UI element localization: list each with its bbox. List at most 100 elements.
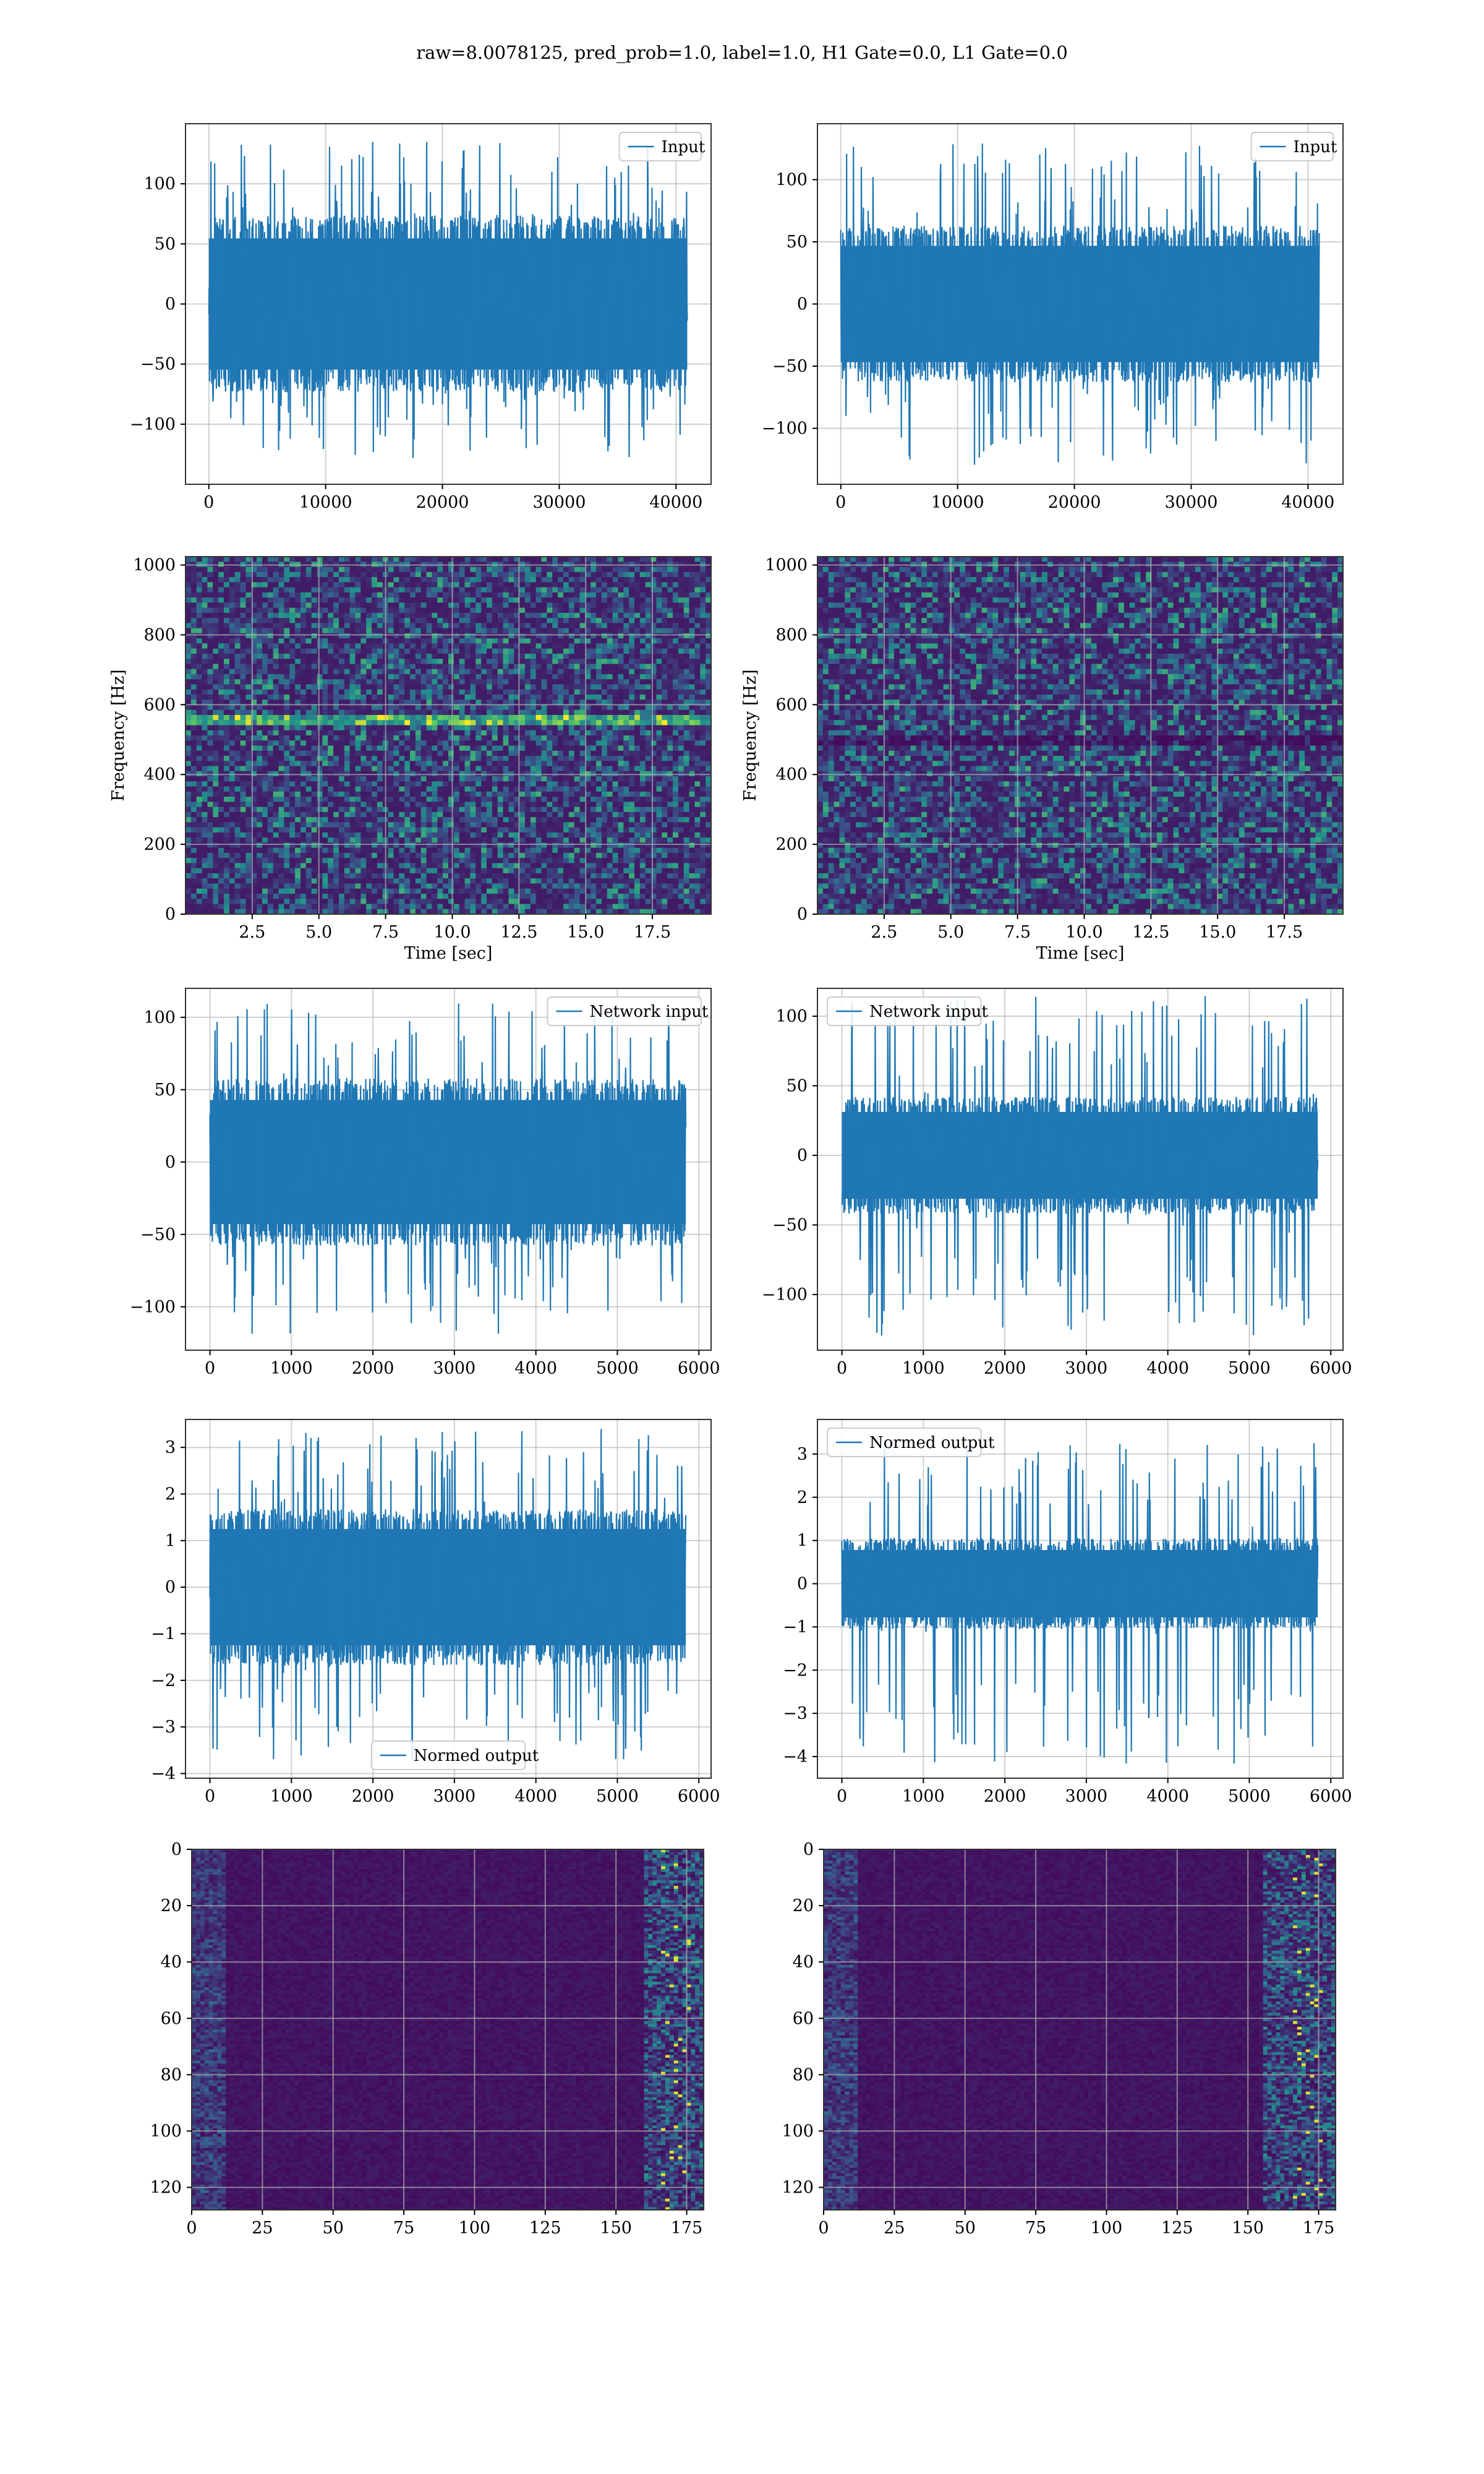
heatmap-cell xyxy=(420,776,427,782)
heatmap-cell xyxy=(404,700,411,706)
heatmap-cell xyxy=(344,735,351,741)
heatmap-cell xyxy=(229,577,236,583)
heatmap-cell xyxy=(393,714,399,721)
heatmap-cell xyxy=(481,740,487,747)
heatmap-cell xyxy=(601,557,608,562)
heatmap-cell xyxy=(514,628,520,634)
heatmap-cell xyxy=(443,597,449,603)
heatmap-cell xyxy=(541,740,547,747)
heatmap-cell xyxy=(251,694,257,700)
heatmap-cell xyxy=(317,776,323,782)
heatmap-cell xyxy=(508,577,514,583)
heatmap-cell xyxy=(579,623,586,629)
heatmap-cell xyxy=(481,577,487,583)
heatmap-cell xyxy=(311,582,318,588)
heatmap-cell xyxy=(251,623,257,629)
heatmap-cell xyxy=(366,797,372,802)
heatmap-cell xyxy=(432,811,438,818)
heatmap-cell xyxy=(596,602,602,609)
heatmap-cell xyxy=(700,597,706,603)
heatmap-cell xyxy=(355,653,361,659)
heatmap-cell xyxy=(273,669,279,675)
heatmap-cell xyxy=(190,709,197,716)
heatmap-cell xyxy=(426,694,433,700)
heatmap-cell xyxy=(207,786,213,792)
heatmap-cell xyxy=(706,597,711,603)
heatmap-cell xyxy=(202,643,208,649)
heatmap-cell xyxy=(535,571,542,578)
heatmap-cell xyxy=(459,714,466,721)
heatmap-cell xyxy=(470,571,476,578)
heatmap-cell xyxy=(410,740,416,747)
heatmap-cell xyxy=(257,745,263,751)
heatmap-cell xyxy=(464,740,471,747)
heatmap-cell xyxy=(694,761,701,767)
heatmap-cell xyxy=(530,802,537,808)
heatmap-cell xyxy=(349,700,356,706)
heatmap-cell xyxy=(662,725,668,731)
heatmap-cell xyxy=(432,766,438,772)
heatmap-cell xyxy=(218,704,224,711)
heatmap-cell xyxy=(338,628,345,634)
heatmap-cell xyxy=(196,730,203,736)
heatmap-cell xyxy=(415,811,422,818)
heatmap-cell xyxy=(667,807,673,813)
heatmap-cell xyxy=(541,709,547,716)
heatmap-cell xyxy=(623,709,629,716)
heatmap-cell xyxy=(322,571,328,578)
heatmap-cell xyxy=(689,725,696,731)
heatmap-cell xyxy=(629,567,635,573)
heatmap-cell xyxy=(202,725,208,731)
heatmap-cell xyxy=(218,557,224,562)
heatmap-cell xyxy=(415,704,422,711)
heatmap-cell xyxy=(295,669,301,675)
heatmap-cell xyxy=(295,597,301,603)
heatmap-cell xyxy=(437,756,443,761)
heatmap-cell xyxy=(284,700,290,706)
heatmap-cell xyxy=(257,689,263,695)
heatmap-cell xyxy=(486,725,493,731)
heatmap-cell xyxy=(399,638,405,644)
heatmap-cell xyxy=(591,791,597,797)
heatmap-cell xyxy=(574,684,581,690)
heatmap-cell xyxy=(234,674,241,680)
heatmap-cell xyxy=(514,567,520,573)
heatmap-cell xyxy=(574,745,581,751)
heatmap-cell xyxy=(623,766,629,772)
heatmap-cell xyxy=(678,740,684,747)
heatmap-cell xyxy=(634,679,641,685)
heatmap-cell xyxy=(344,648,351,654)
heatmap-cell xyxy=(251,648,257,654)
heatmap-cell xyxy=(420,623,427,629)
heatmap-cell xyxy=(453,745,460,751)
heatmap-cell xyxy=(393,756,399,761)
heatmap-cell xyxy=(524,684,531,690)
heatmap-cell xyxy=(202,633,208,639)
heatmap-cell xyxy=(415,776,422,782)
heatmap-cell xyxy=(186,587,192,593)
heatmap-cell xyxy=(596,802,602,808)
heatmap-cell xyxy=(591,674,597,680)
heatmap-cell xyxy=(706,612,711,618)
heatmap-cell xyxy=(289,571,296,578)
heatmap-cell xyxy=(645,694,652,700)
heatmap-cell xyxy=(372,776,378,782)
heatmap-cell xyxy=(535,643,542,649)
heatmap-cell xyxy=(508,612,514,618)
heatmap-cell xyxy=(366,577,372,583)
heatmap-cell xyxy=(415,735,422,741)
heatmap-cell xyxy=(388,628,394,634)
heatmap-cell xyxy=(305,766,312,772)
heatmap-cell xyxy=(673,612,679,618)
heatmap-cell xyxy=(388,766,394,772)
heatmap-cell xyxy=(694,694,701,700)
heatmap-cell xyxy=(492,582,498,588)
heatmap-cell xyxy=(552,587,558,593)
heatmap-cell xyxy=(700,730,706,736)
heatmap-cell xyxy=(700,802,706,808)
heatmap-cell xyxy=(558,700,564,706)
heatmap-cell xyxy=(190,730,197,736)
heatmap-cell xyxy=(234,664,241,670)
heatmap-cell xyxy=(437,592,443,598)
heatmap-cell xyxy=(683,557,690,562)
